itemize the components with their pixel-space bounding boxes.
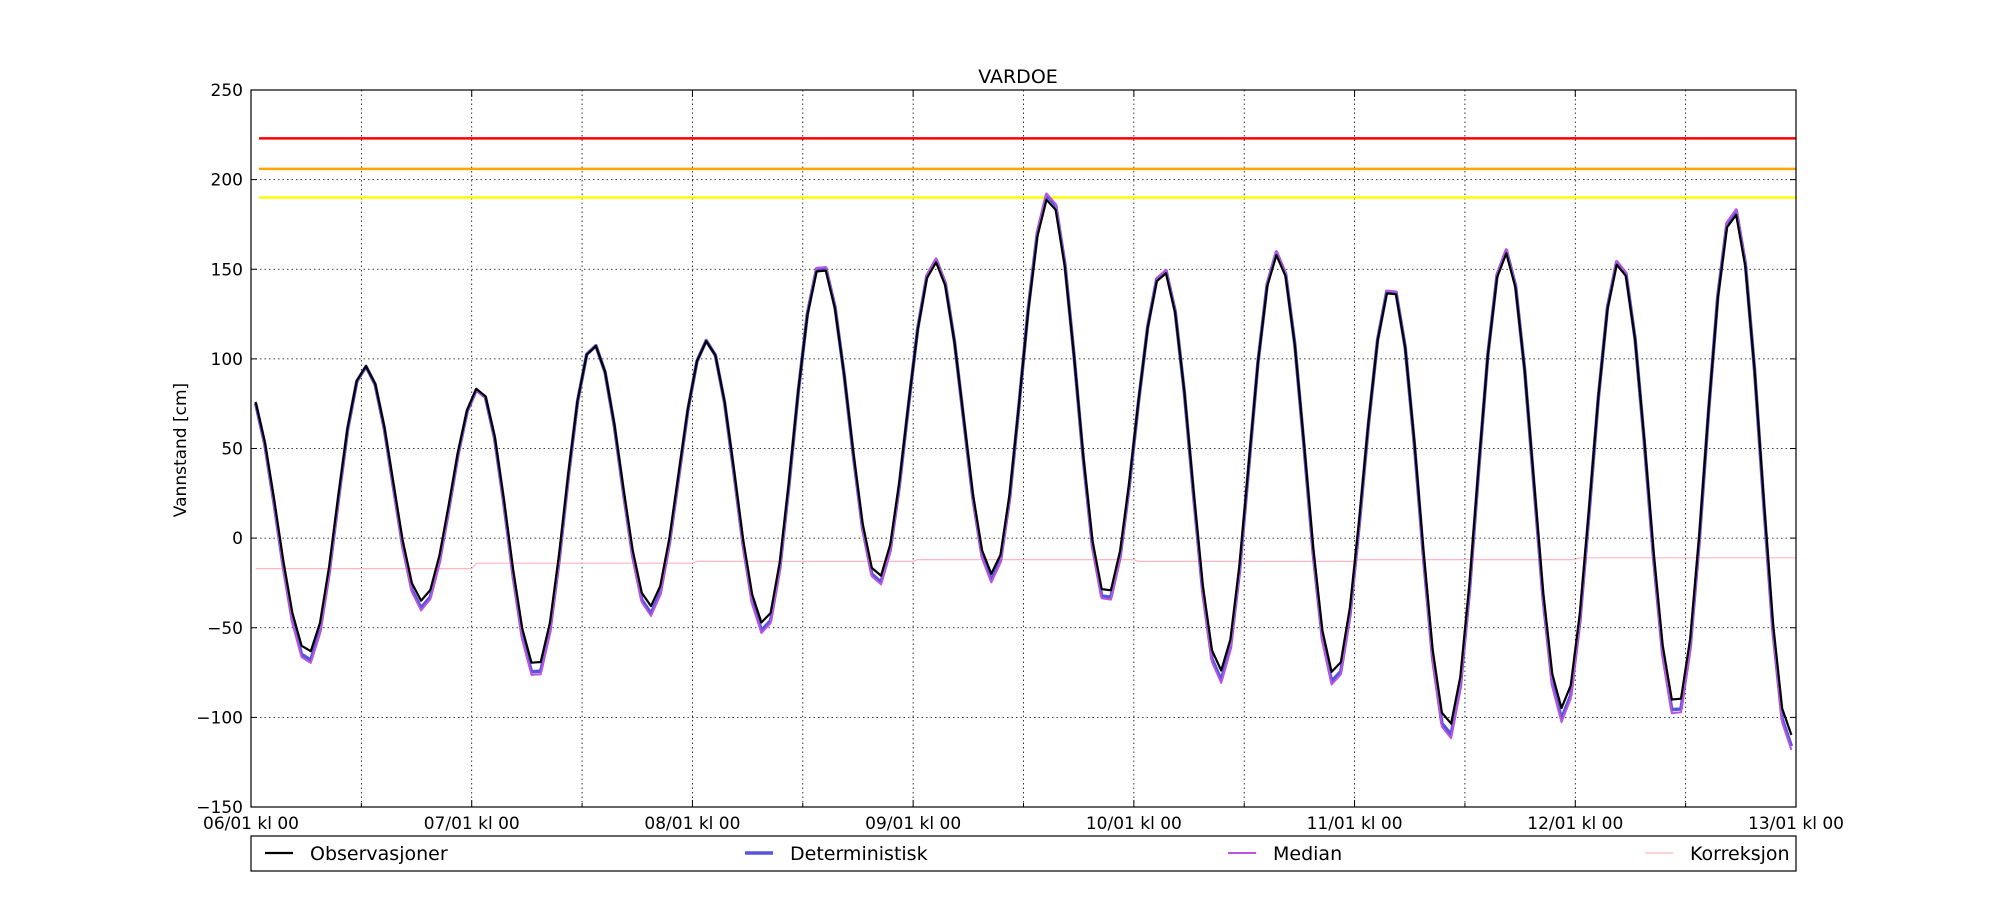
- y-tick-label: 200: [211, 171, 243, 191]
- y-tick-label: −150: [196, 798, 243, 818]
- y-tick-label: −50: [207, 619, 243, 639]
- y-tick-label: 50: [221, 440, 243, 460]
- legend-label: Observasjoner: [310, 843, 448, 865]
- legend: Observasjoner Deterministisk Median Korreks…: [250, 835, 1797, 872]
- legend-label: Korreksjon: [1690, 843, 1790, 865]
- x-tick-label: 09/01 kl 00: [865, 814, 961, 834]
- series-line-observasjoner: [254, 198, 1793, 736]
- legend-label: Median: [1273, 843, 1342, 865]
- y-axis-label: Vannstand [cm]: [171, 383, 191, 517]
- y-tick-label: 150: [211, 260, 243, 280]
- series-lines: [253, 192, 1796, 751]
- x-tick-label: 06/01 kl 00: [203, 814, 299, 834]
- legend-frame: [250, 835, 1797, 872]
- axis-ticks: −150 −100 −50 0 50 100 150 200 250 06/01 kl 00 07/…: [196, 81, 1844, 834]
- series-line-korreksjon: [255, 557, 1796, 570]
- x-tick-label: 10/01 kl 00: [1086, 814, 1182, 834]
- legend-label: Deterministisk: [790, 843, 928, 865]
- chart-title: VARDOE: [978, 66, 1058, 88]
- y-tick-label: 250: [211, 81, 243, 101]
- x-tick-label: 08/01 kl 00: [644, 814, 740, 834]
- x-tick-label: 13/01 kl 00: [1748, 814, 1844, 834]
- y-tick-label: 100: [211, 350, 243, 370]
- y-tick-label: 0: [232, 529, 243, 549]
- y-tick-label: −100: [196, 708, 243, 728]
- x-tick-label: 11/01 kl 00: [1307, 814, 1403, 834]
- series-line-deterministisk: [253, 193, 1794, 747]
- x-tick-label: 12/01 kl 00: [1527, 814, 1623, 834]
- x-tick-label: 07/01 kl 00: [424, 814, 520, 834]
- threshold-lines: [259, 137, 1796, 199]
